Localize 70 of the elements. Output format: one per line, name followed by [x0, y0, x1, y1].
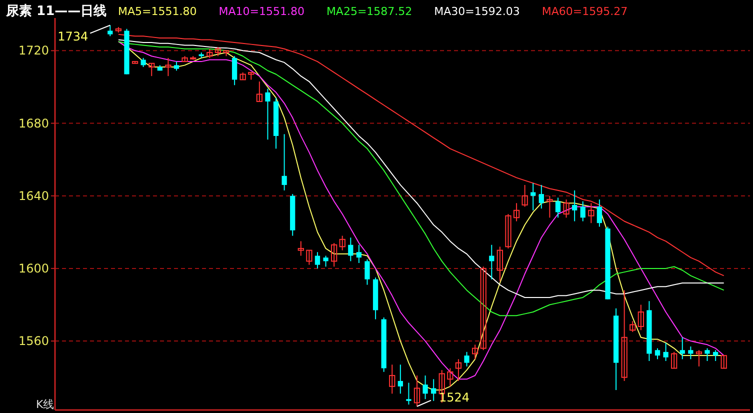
candlestick: [356, 244, 362, 264]
candlestick: [712, 350, 718, 362]
candlestick: [464, 351, 470, 367]
candlestick: [522, 184, 528, 208]
y-tick-label: 1720: [18, 44, 49, 58]
y-tick-label: 1600: [18, 261, 49, 276]
candlestick: [214, 46, 222, 57]
candlestick: [720, 355, 727, 369]
candlestick: [364, 258, 370, 286]
candlestick: [398, 364, 403, 394]
candlestick: [323, 255, 328, 268]
candlestick: [596, 198, 602, 228]
candlestick: [306, 250, 312, 266]
candlestick: [513, 202, 520, 222]
candlestick: [174, 61, 180, 72]
candlestick: [232, 56, 238, 86]
candlestick: [140, 57, 146, 68]
candlestick: [256, 81, 262, 102]
candlestick: [546, 195, 553, 218]
candlestick: [206, 48, 213, 58]
candlestick: [447, 368, 454, 387]
candlestick: [663, 342, 668, 362]
candlestick: [696, 350, 702, 367]
text: 1734: [58, 29, 88, 44]
candlestick: [389, 364, 396, 394]
candlestick: [505, 214, 512, 249]
candlestick: [530, 182, 536, 211]
candlestick: [680, 336, 685, 360]
candlestick: [496, 246, 504, 282]
candlestick: [538, 184, 544, 210]
candlestick: [688, 346, 694, 360]
y-tick-label: 1560: [18, 334, 49, 348]
candlestick: [314, 252, 320, 269]
candlestick: [339, 235, 346, 251]
candlestick: [455, 358, 462, 382]
candlestick: [704, 348, 710, 362]
candlestick: [580, 200, 586, 222]
candlestick: [414, 375, 420, 407]
text: MA30=1592.03: [434, 5, 520, 18]
candlestick: [422, 375, 428, 400]
candlestick: [265, 88, 270, 140]
candlestick: [330, 242, 338, 268]
candlestick: [480, 266, 486, 351]
candlestick: [348, 237, 354, 262]
chart-title: 尿素 11——日线: [5, 3, 107, 19]
candlestick: [555, 197, 561, 218]
candlestick: [472, 344, 478, 360]
text: MA60=1595.27: [542, 5, 628, 18]
candlestick: [588, 202, 594, 224]
candlestick: [298, 240, 304, 256]
candlestick: [621, 290, 628, 382]
candlestick: [563, 198, 570, 218]
candlestick: [671, 351, 678, 369]
y-tick-label: 1640: [18, 188, 49, 203]
candlestick: [108, 24, 113, 37]
text: MA25=1587.52: [326, 5, 412, 18]
text: MA5=1551.80: [118, 5, 197, 18]
candlestick: [489, 244, 494, 280]
text: K线: [36, 398, 54, 411]
candlestick: [406, 382, 412, 406]
candlestick: [572, 190, 578, 222]
text: MA10=1551.80: [218, 5, 304, 18]
candlestick: [148, 62, 155, 77]
candlestick: [282, 134, 287, 191]
candlestick: [165, 57, 172, 77]
candlestick: [431, 378, 436, 402]
candlestick: [654, 348, 660, 360]
candlestick: [630, 320, 636, 332]
y-tick-label: 1680: [18, 116, 49, 130]
candlestick: [638, 304, 644, 331]
